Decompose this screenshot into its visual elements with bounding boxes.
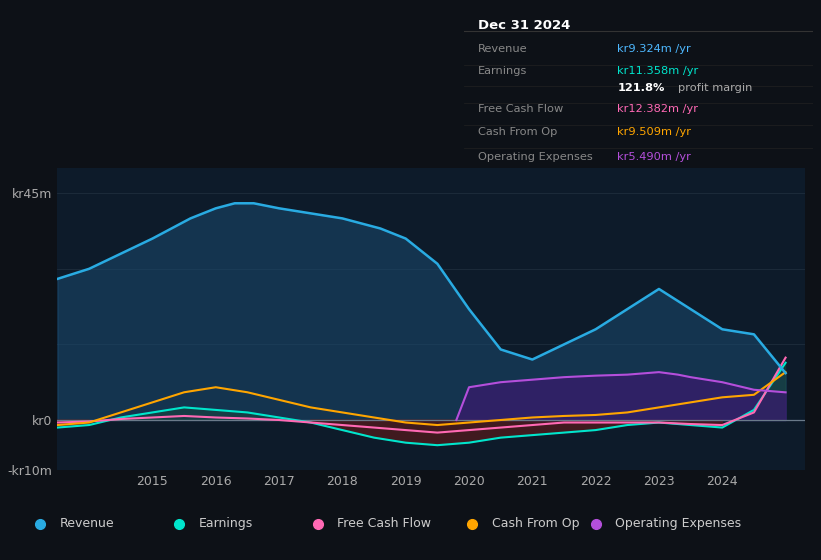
Text: Dec 31 2024: Dec 31 2024 [478, 18, 571, 32]
Text: Free Cash Flow: Free Cash Flow [337, 517, 431, 530]
Text: Earnings: Earnings [478, 66, 527, 76]
Text: kr9.324m /yr: kr9.324m /yr [617, 44, 691, 54]
Text: Operating Expenses: Operating Expenses [478, 152, 593, 162]
Text: Cash From Op: Cash From Op [492, 517, 579, 530]
Text: Cash From Op: Cash From Op [478, 127, 557, 137]
Text: Revenue: Revenue [478, 44, 527, 54]
Text: kr11.358m /yr: kr11.358m /yr [617, 66, 699, 76]
Text: Free Cash Flow: Free Cash Flow [478, 104, 563, 114]
Text: kr9.509m /yr: kr9.509m /yr [617, 127, 691, 137]
Text: kr12.382m /yr: kr12.382m /yr [617, 104, 699, 114]
Text: 121.8%: 121.8% [617, 83, 665, 93]
Text: Revenue: Revenue [59, 517, 114, 530]
Text: Operating Expenses: Operating Expenses [615, 517, 741, 530]
Text: kr5.490m /yr: kr5.490m /yr [617, 152, 691, 162]
Text: Earnings: Earnings [199, 517, 253, 530]
Text: profit margin: profit margin [678, 83, 753, 93]
